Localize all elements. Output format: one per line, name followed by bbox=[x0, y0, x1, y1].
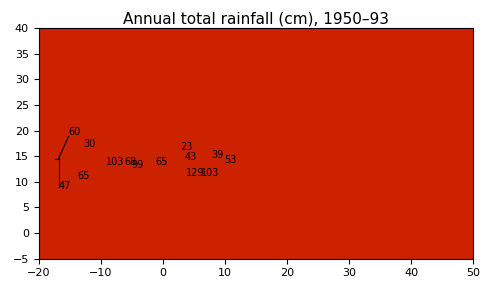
Text: 65: 65 bbox=[156, 157, 168, 167]
Text: 103: 103 bbox=[201, 168, 220, 178]
Text: 43: 43 bbox=[185, 152, 197, 162]
Text: 47: 47 bbox=[58, 181, 71, 191]
Title: Annual total rainfall (cm), 1950–93: Annual total rainfall (cm), 1950–93 bbox=[123, 12, 389, 27]
Text: 60: 60 bbox=[69, 127, 81, 137]
Text: 23: 23 bbox=[180, 142, 193, 152]
Text: 53: 53 bbox=[224, 155, 236, 165]
Text: 103: 103 bbox=[106, 157, 124, 167]
Text: 39: 39 bbox=[211, 150, 224, 160]
Text: 30: 30 bbox=[84, 139, 96, 149]
Text: 99: 99 bbox=[132, 160, 144, 171]
Text: 68: 68 bbox=[124, 157, 137, 167]
Text: 65: 65 bbox=[77, 171, 89, 181]
Text: 129: 129 bbox=[186, 168, 205, 178]
